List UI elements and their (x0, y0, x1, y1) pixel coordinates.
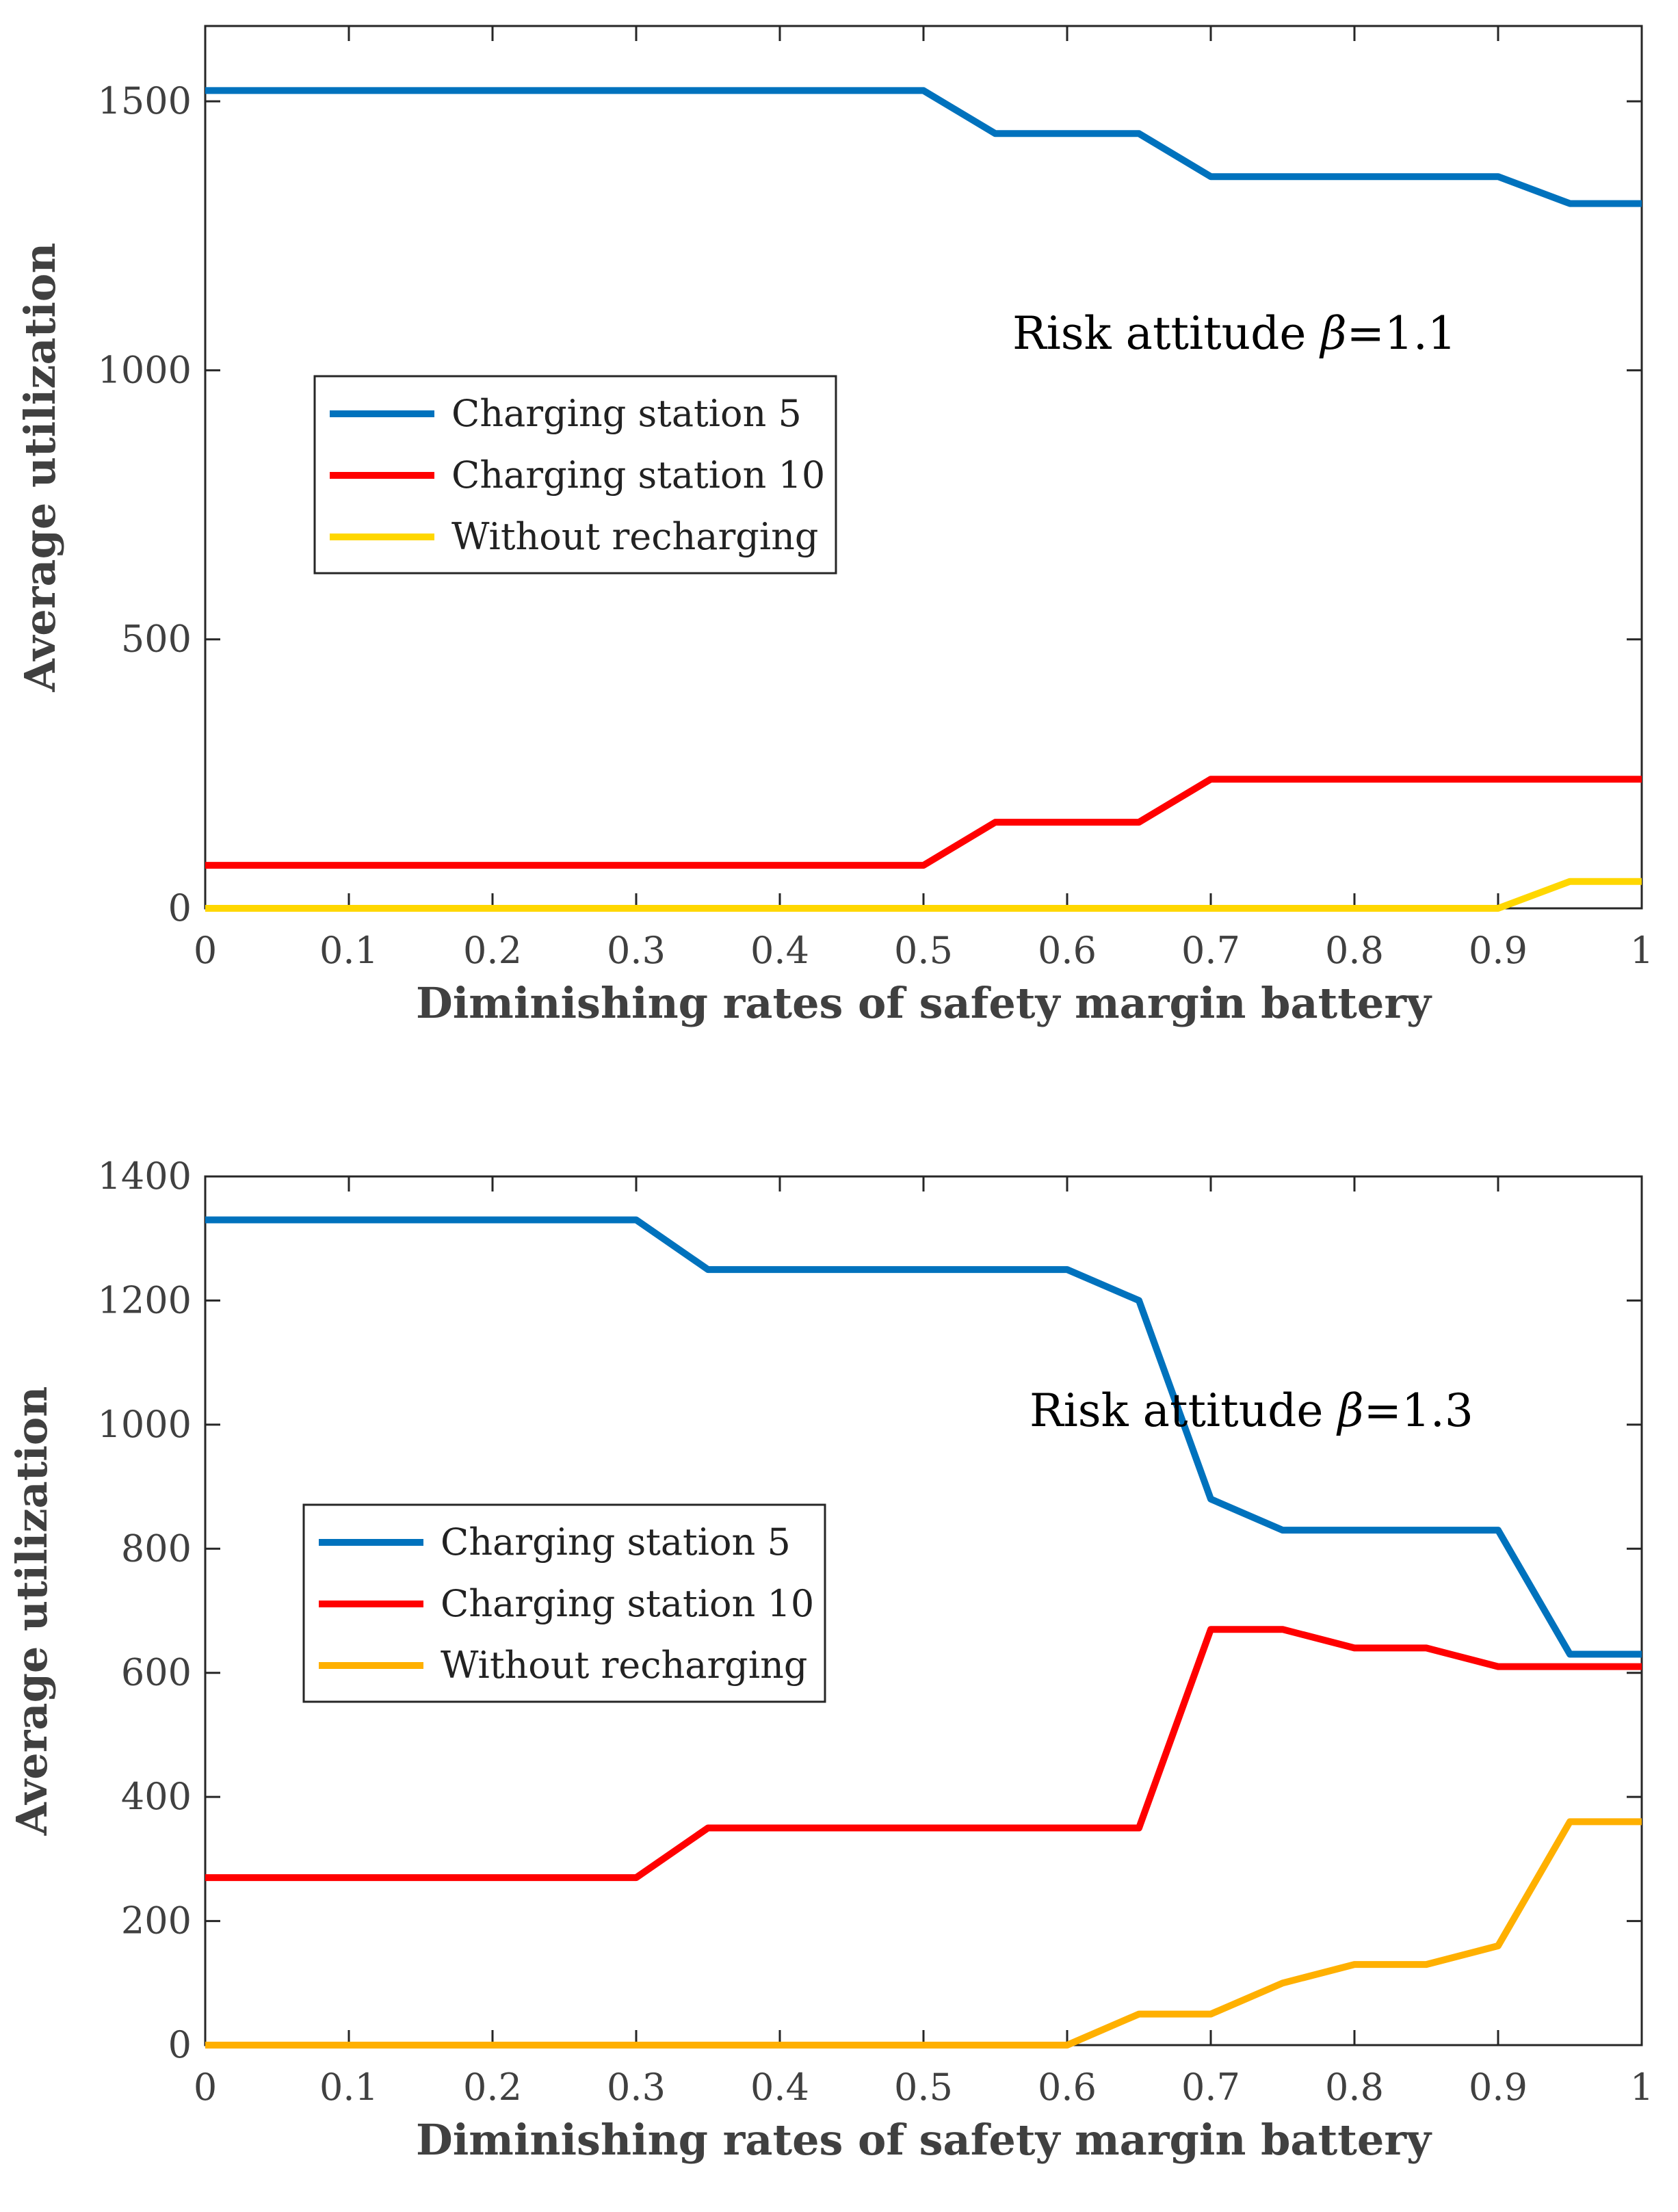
legend: Charging station 5 Charging station 10 Wit… (302, 1503, 826, 1703)
x-tick-label: 0.2 (463, 2066, 522, 2109)
legend-label: Without recharging (441, 1644, 807, 1687)
risk-attitude-annotation: Risk attitude β=1.3 (1030, 1384, 1473, 1437)
x-axis-title: Diminishing rates of safety margin batte… (416, 2115, 1432, 2165)
y-tick-label: 1000 (98, 1403, 192, 1446)
x-tick-label: 0.1 (319, 2066, 378, 2109)
y-axis-title: Average utilization (7, 1386, 57, 1836)
y-tick-label: 800 (121, 1527, 192, 1570)
legend-label: Charging station 10 (451, 453, 825, 497)
x-tick-label: 0.7 (1181, 2066, 1240, 2109)
x-tick-label: 0.5 (894, 2066, 953, 2109)
series-line (205, 1818, 1642, 2049)
y-tick-label: 600 (121, 1651, 192, 1694)
y-tick-label: 200 (121, 1899, 192, 1943)
series-line (205, 1626, 1642, 1882)
chart-1: 0 0.1 0.2 0.3 0.4 0.5 0.6 0.7 0.8 0.9 1 0 500 1000 150… (15, 25, 1653, 1028)
series-line (205, 1216, 1642, 1658)
x-tick-label: 0.8 (1325, 929, 1384, 972)
series-line (205, 776, 1642, 869)
y-tick-label: 0 (168, 886, 192, 930)
y-tick-label: 400 (121, 1775, 192, 1818)
x-tick-label: 0.6 (1038, 929, 1097, 972)
x-tick-label: 0.4 (750, 2066, 809, 2109)
y-tick-label: 1000 (98, 348, 192, 391)
x-tick-label: 0.9 (1469, 929, 1528, 972)
x-tick-label: 0.4 (750, 929, 809, 972)
y-axis-title: Average utilization (15, 243, 65, 693)
y-tick-label: 1200 (98, 1278, 192, 1321)
x-tick-label: 0.9 (1469, 2066, 1528, 2109)
series-line (205, 87, 1642, 207)
legend-label: Charging station 10 (441, 1582, 814, 1625)
legend-label: Charging station 5 (441, 1520, 791, 1564)
legend: Charging station 5 Charging station 10 Wit… (313, 375, 837, 575)
chart-2: 0 0.1 0.2 0.3 0.4 0.5 0.6 0.7 0.8 0.9 1 0 200 400 600 8… (7, 1155, 1653, 2165)
x-tick-label: 0.8 (1325, 2066, 1384, 2109)
risk-attitude-annotation: Risk attitude β=1.1 (1012, 307, 1456, 360)
x-tick-label: 0.6 (1038, 2066, 1097, 2109)
x-tick-label: 0.5 (894, 929, 953, 972)
legend-label: Charging station 5 (451, 392, 802, 435)
y-tick-label: 500 (121, 618, 192, 661)
x-tick-label: 0.3 (607, 2066, 666, 2109)
x-tick-label: 0 (194, 2066, 217, 2109)
x-tick-label: 0 (194, 929, 217, 972)
x-axis-title: Diminishing rates of safety margin batte… (416, 978, 1432, 1028)
y-tick-label: 0 (168, 2023, 192, 2066)
y-tick-label: 1500 (98, 79, 192, 122)
x-tick-label: 0.3 (607, 929, 666, 972)
x-tick-label: 0.7 (1181, 929, 1240, 972)
x-tick-label: 1 (1630, 929, 1653, 972)
y-tick-label: 1400 (98, 1155, 192, 1198)
x-tick-label: 1 (1630, 2066, 1653, 2109)
legend-label: Without recharging (451, 515, 818, 558)
series-line (205, 878, 1642, 912)
x-tick-label: 0.2 (463, 929, 522, 972)
x-tick-label: 0.1 (319, 929, 378, 972)
